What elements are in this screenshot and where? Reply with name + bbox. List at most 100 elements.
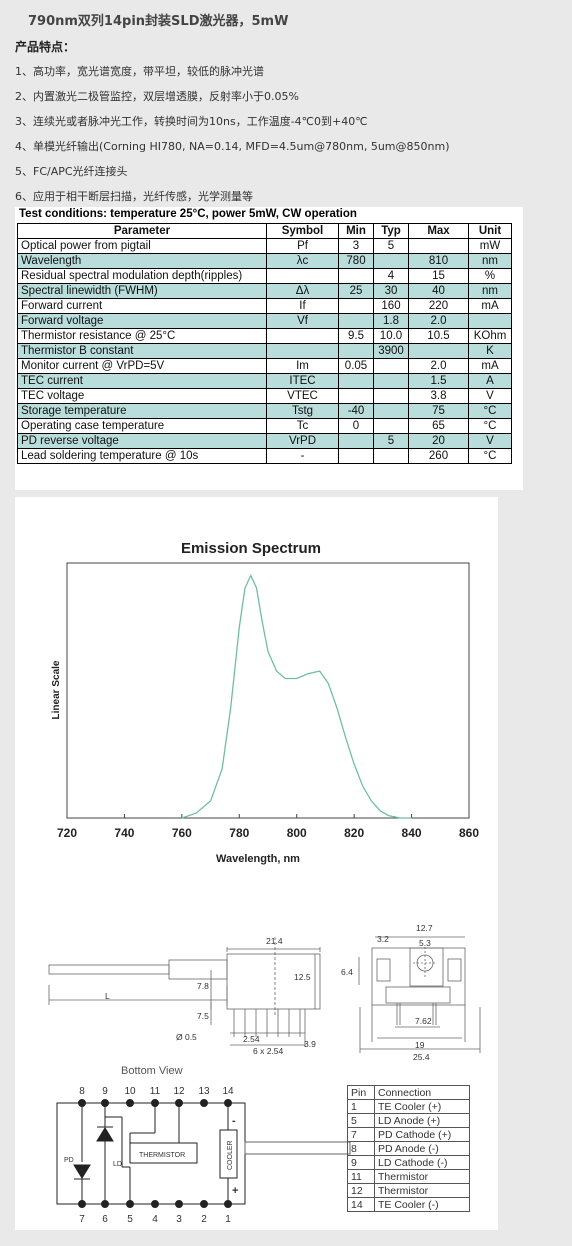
dim-6x2-54: 6 x 2.54: [253, 1046, 284, 1056]
connection-header: Connection: [374, 1085, 470, 1100]
pin-number-label: 11: [150, 1086, 161, 1097]
max-cell: [408, 343, 469, 359]
max-cell: 15: [408, 268, 469, 284]
spec-row: Operating case temperature Tc 0 65 °C: [17, 418, 512, 434]
param-cell: Thermistor resistance @ 25°C: [17, 328, 267, 344]
unit-cell: V: [468, 388, 512, 404]
unit-cell: %: [468, 268, 512, 284]
param-cell: Storage temperature: [17, 403, 267, 419]
bottom-view-text: 8 7 9 6 10 5 11 4 12 3 13 2 14 1 PD LD THERMISTOR COO…: [64, 1086, 238, 1225]
spec-row: PD reverse voltage VrPD 5 20 V: [17, 433, 512, 449]
connection-cell: Thermistor: [374, 1169, 470, 1184]
typ-cell: [373, 448, 409, 464]
connection-cell: TE Cooler (-): [374, 1197, 470, 1212]
spec-row: Spectral linewidth (FWHM) Δλ 25 30 40 nm: [17, 283, 512, 299]
min-cell: [338, 388, 374, 404]
symbol-cell: VrPD: [266, 433, 339, 449]
pin-row: 7 PD Cathode (+): [347, 1127, 470, 1142]
max-cell: 810: [408, 253, 469, 269]
typ-cell: [373, 403, 409, 419]
spec-row: TEC current ITEC 1.5 A: [17, 373, 512, 389]
unit-cell: K: [468, 343, 512, 359]
symbol-cell: If: [266, 298, 339, 314]
dim-7-8: 7.8: [197, 981, 209, 991]
thermistor-label: THERMISTOR: [139, 1152, 185, 1159]
connection-cell: LD Cathode (-): [374, 1155, 470, 1170]
pin-number-label: 12: [173, 1086, 185, 1097]
spec-row: TEC voltage VTEC 3.8 V: [17, 388, 512, 404]
chart-xlabel: Wavelength, nm: [216, 853, 300, 865]
pin-dot: [200, 1200, 208, 1208]
product-title: 790nm双列14pin封装SLD激光器，5mW: [28, 14, 289, 29]
connection-cell: TE Cooler (+): [374, 1099, 470, 1114]
param-cell: TEC voltage: [17, 388, 267, 404]
xtick-label: 840: [402, 826, 422, 840]
unit-cell: nm: [468, 253, 512, 269]
param-cell: Optical power from pigtail: [17, 238, 267, 254]
xtick-label: 720: [57, 826, 77, 840]
max-cell: 20: [408, 433, 469, 449]
feature-item: 2、内置激光二极管监控，双层增透膜，反射率小于0.05%: [15, 90, 299, 103]
emission-chart: Emission Spectrum Linear Scale Wavelengt…: [51, 540, 479, 865]
pin-number-cell: 8: [347, 1141, 375, 1156]
pin-number-cell: 14: [347, 1197, 375, 1212]
features-heading: 产品特点：: [15, 40, 76, 54]
chart-xticks: 720 740 760 780 800 820 840 860: [57, 814, 479, 840]
module-body: [226, 953, 321, 1010]
end-view-drawing: [358, 936, 481, 1053]
fiber-stub: [244, 1141, 351, 1155]
spec-table-body: Optical power from pigtail Pf 3 5 mW Waveleng…: [17, 238, 512, 464]
min-cell: [338, 298, 374, 314]
spectrum-series-line: [181, 574, 412, 819]
pin-number-label: 10: [124, 1086, 136, 1097]
pin-number-label: 3: [176, 1214, 182, 1225]
min-cell: [338, 313, 374, 329]
pin-row: 14 TE Cooler (-): [347, 1197, 470, 1212]
param-cell: Forward current: [17, 298, 267, 314]
pin-number-cell: 5: [347, 1113, 375, 1128]
param-cell: Monitor current @ VrPD=5V: [17, 358, 267, 374]
pin-number-cell: 11: [347, 1169, 375, 1184]
param-cell: Spectral linewidth (FWHM): [17, 283, 267, 299]
header-parameter: Parameter: [17, 223, 267, 239]
param-cell: Operating case temperature: [17, 418, 267, 434]
spec-table: Parameter Symbol Min Typ Max Unit Optica…: [17, 223, 512, 464]
pin-row: 12 Thermistor: [347, 1183, 470, 1198]
max-cell: 2.0: [408, 358, 469, 374]
param-cell: Forward voltage: [17, 313, 267, 329]
pin-row: 9 LD Cathode (-): [347, 1155, 470, 1170]
spec-row: Optical power from pigtail Pf 3 5 mW: [17, 238, 512, 254]
unit-cell: mW: [468, 238, 512, 254]
typ-cell: [373, 253, 409, 269]
symbol-cell: Tc: [266, 418, 339, 434]
dim-7-5: 7.5: [197, 1011, 209, 1021]
symbol-cell: λc: [266, 253, 339, 269]
param-cell: PD reverse voltage: [17, 433, 267, 449]
pin-connection-table: Pin Connection 1 TE Cooler (+) 5 LD Anode (…: [347, 1085, 470, 1212]
pin-dot: [200, 1099, 208, 1107]
figures-svg: Emission Spectrum Linear Scale Wavelengt…: [48, 540, 481, 1225]
spec-row: Thermistor resistance @ 25°C 9.5 10.0 10.5 K…: [17, 328, 512, 344]
spec-row: Thermistor B constant 3900 K: [17, 343, 512, 359]
unit-cell: °C: [468, 418, 512, 434]
header-max: Max: [408, 223, 469, 239]
dim-7-62: 7.62: [415, 1016, 432, 1026]
feature-item: 5、FC/APC光纤连接头: [15, 165, 128, 178]
xtick-label: 740: [114, 826, 134, 840]
min-cell: -40: [338, 403, 374, 419]
typ-cell: 1.8: [373, 313, 409, 329]
dim-2-54: 2.54: [243, 1034, 260, 1044]
dim-5-3: 5.3: [419, 938, 431, 948]
connection-cell: PD Anode (-): [374, 1141, 470, 1156]
max-cell: [408, 238, 469, 254]
xtick-label: 800: [287, 826, 307, 840]
spec-table-panel: Test conditions: temperature 25°C, power…: [15, 207, 523, 490]
spec-row: Monitor current @ VrPD=5V Im 0.05 2.0 mA: [17, 358, 512, 374]
side-pins: [233, 1009, 301, 1037]
param-cell: Residual spectral modulation depth(rippl…: [17, 268, 267, 284]
ld-label: LD: [113, 1161, 122, 1168]
feature-item: 3、连续光或者脉冲光工作，转换时间为10ns，工作温度-4℃0到+40℃: [15, 115, 368, 128]
unit-cell: mA: [468, 358, 512, 374]
unit-cell: °C: [468, 448, 512, 464]
xtick-label: 780: [229, 826, 249, 840]
